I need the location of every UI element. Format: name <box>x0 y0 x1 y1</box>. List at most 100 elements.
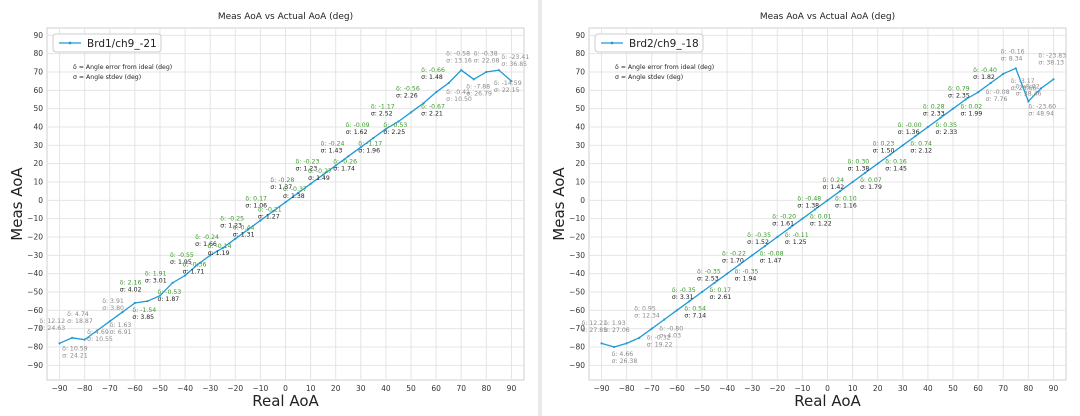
data-point <box>447 81 450 85</box>
y-tick-label: −90 <box>569 361 585 370</box>
annotation-delta: δ: -23.60 <box>1028 104 1056 111</box>
y-tick-label: 20 <box>33 159 43 168</box>
data-point <box>914 135 917 138</box>
x-tick-label: −50 <box>694 384 710 393</box>
annotation-delta: δ: -0.53 <box>383 122 407 129</box>
y-tick-label: −30 <box>569 251 585 260</box>
annotation-delta: δ: -0.26 <box>333 159 357 166</box>
annotation-sigma: σ: 1.47 <box>760 257 782 264</box>
data-point <box>309 182 312 185</box>
annotation-sigma: σ: 1.66 <box>195 241 217 248</box>
annotation-delta: δ: -0.56 <box>396 85 420 92</box>
data-point <box>334 164 337 167</box>
annotation-sigma: σ: 1.43 <box>321 147 343 154</box>
annotation-sigma: σ: 1.61 <box>772 221 794 228</box>
data-point <box>96 329 99 332</box>
y-tick-label: −90 <box>27 361 43 370</box>
y-tick-label: 80 <box>33 49 43 58</box>
data-point <box>638 336 641 339</box>
x-tick-label: 50 <box>948 384 958 393</box>
legend-box <box>594 33 704 53</box>
annotation-sigma: σ: 1.27 <box>258 213 280 220</box>
y-tick-label: −50 <box>27 288 43 297</box>
annotation-sigma: σ: 2.21 <box>421 111 443 118</box>
data-point <box>1014 67 1017 70</box>
x-tick-label: −30 <box>744 384 760 393</box>
x-tick-label: −50 <box>152 384 168 393</box>
data-point <box>1052 78 1055 81</box>
y-tick-label: −70 <box>569 324 585 333</box>
chart-panel-1: −90 −80 −70 −60 −50 −40 −30 −20 −10 0 10 20 30 40 50 60… <box>0 0 538 416</box>
annotation-delta: δ: -0.27 <box>308 168 332 175</box>
y-tick-label: −80 <box>27 343 43 352</box>
annotation-sigma: σ: 18.87 <box>67 318 93 325</box>
annotation-sigma: σ: 13.16 <box>446 58 472 65</box>
annotation-sigma: σ: 1.87 <box>157 296 179 303</box>
legend-note: δ = Angle error from ideal (deg) <box>615 64 714 71</box>
annotation-sigma: σ: 10.50 <box>446 96 472 103</box>
annotation-sigma: σ: 1.23 <box>296 166 318 173</box>
x-tick-label: 60 <box>973 384 983 393</box>
y-tick-label: 0 <box>580 196 585 205</box>
annotation-delta: δ: -0.22 <box>722 250 746 257</box>
annotation-delta: δ: -0.53 <box>157 289 181 296</box>
data-point <box>613 345 616 349</box>
annotation-sigma: σ: 3.01 <box>145 278 167 285</box>
data-point <box>964 98 967 101</box>
data-point <box>271 210 275 213</box>
annotation-delta: δ: -0.16 <box>1001 49 1025 56</box>
annotation-delta: δ: 0.74 <box>910 140 932 147</box>
data-point <box>472 78 475 81</box>
annotation-delta: δ: -0.55 <box>170 252 194 259</box>
annotation-delta: δ: -0.35 <box>735 269 759 276</box>
data-point <box>864 171 867 174</box>
annotation-delta: δ: -0.35 <box>697 269 721 276</box>
data-point <box>625 342 628 345</box>
y-tick-label: −60 <box>569 306 585 315</box>
data-point <box>763 245 766 248</box>
annotation-delta: δ: -0.08 <box>760 250 784 257</box>
annotation-delta: δ: 0.01 <box>810 214 832 221</box>
legend-note: σ = Angle stdev (deg) <box>615 74 683 81</box>
annotation-delta: δ: -0.00 <box>898 122 922 129</box>
annotation-sigma: σ: 1.94 <box>735 276 757 283</box>
annotation-delta: δ: 12.12 <box>39 318 65 325</box>
annotation-sigma: σ: 1.45 <box>885 166 907 173</box>
x-tick-label: 0 <box>825 384 830 393</box>
x-tick-label: 20 <box>873 384 883 393</box>
y-tick-label: −60 <box>27 306 43 315</box>
annotation-delta: δ: -8.02 <box>1016 84 1040 91</box>
x-tick-label: 70 <box>456 384 466 393</box>
annotation-sigma: σ: 1.50 <box>873 147 895 154</box>
x-tick-label: 80 <box>482 384 492 393</box>
x-tick-label: −70 <box>644 384 660 393</box>
x-tick-label: −80 <box>77 384 93 393</box>
data-point <box>688 300 691 303</box>
annotation-sigma: σ: 1.23 <box>220 223 242 230</box>
x-tick-label: 30 <box>356 384 366 393</box>
annotation-delta: δ: 0.07 <box>860 177 882 184</box>
annotation-sigma: σ: 38.13 <box>1038 59 1064 66</box>
annotation-sigma: σ: 26.38 <box>612 358 638 365</box>
annotation-sigma: σ: 1.42 <box>822 184 844 191</box>
annotation-delta: δ: -0.58 <box>446 51 470 58</box>
annotation-sigma: σ: 26.79 <box>466 91 492 98</box>
annotation-sigma: σ: 1.38 <box>797 202 819 209</box>
x-tick-label: −20 <box>227 384 243 393</box>
annotation-delta: δ: -0.40 <box>973 67 997 74</box>
data-point <box>813 208 817 211</box>
annotation-sigma: σ: 24.63 <box>39 325 65 332</box>
data-point <box>989 81 992 85</box>
chart-title: Meas AoA vs Actual AoA (deg) <box>218 12 353 22</box>
x-tick-label: 60 <box>431 384 441 393</box>
data-point <box>460 69 463 72</box>
legend-box <box>52 33 162 53</box>
annotation-delta: δ: 0.24 <box>822 177 844 184</box>
y-tick-label: 0 <box>38 196 43 205</box>
data-point <box>133 301 136 305</box>
annotation-delta: δ: 0.17 <box>710 287 732 294</box>
data-point <box>384 127 388 130</box>
annotation-sigma: σ: 1.49 <box>308 175 330 182</box>
data-point <box>939 116 942 119</box>
